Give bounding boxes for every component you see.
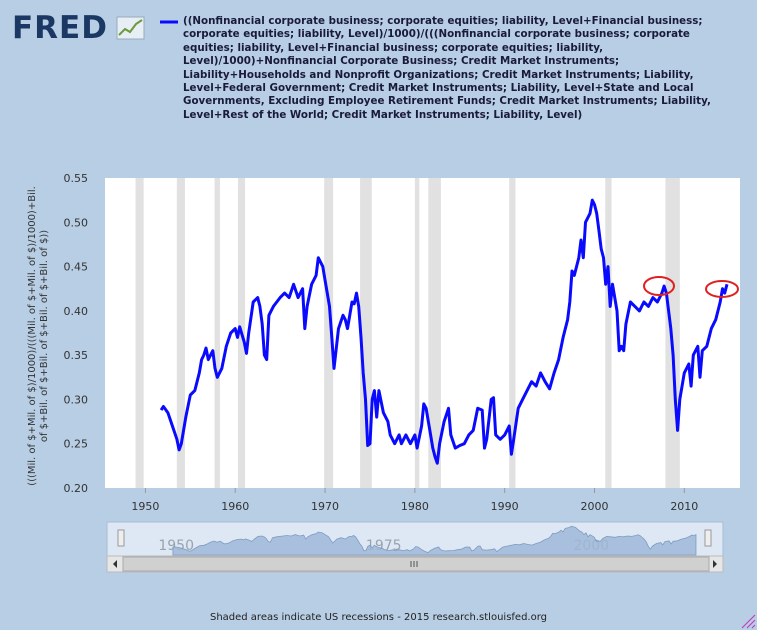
- y-tick-label: 0.35: [64, 349, 89, 362]
- navigator-handle[interactable]: [117, 529, 125, 547]
- x-tick-label: 2000: [580, 500, 608, 513]
- recession-band: [324, 178, 334, 488]
- y-tick-label: 0.30: [64, 393, 89, 406]
- recession-band: [214, 178, 220, 488]
- navigator-area: [172, 525, 697, 556]
- x-tick-label: 2010: [670, 500, 698, 513]
- recession-band: [414, 178, 420, 488]
- x-tick-label: 1950: [131, 500, 159, 513]
- x-tick-label: 1960: [221, 500, 249, 513]
- x-tick-label: 1970: [311, 500, 339, 513]
- data-line: [159, 198, 729, 465]
- scroll-right[interactable]: [713, 560, 717, 568]
- navigator-handle[interactable]: [704, 529, 712, 547]
- recession-band: [605, 178, 612, 488]
- y-tick-label: 0.45: [64, 261, 89, 274]
- highlight-circle: [643, 276, 675, 296]
- recession-band: [360, 178, 372, 488]
- plot-area: [105, 178, 740, 488]
- logo-icon: [116, 16, 145, 40]
- recession-band: [176, 178, 185, 488]
- highlight-circle: [705, 280, 739, 298]
- y-tick-label: 0.20: [64, 482, 89, 495]
- x-tick-label: 1980: [401, 500, 429, 513]
- recession-band: [428, 178, 441, 488]
- recession-band: [509, 178, 516, 488]
- logo: FRED: [12, 10, 108, 46]
- resize-grip: [741, 614, 756, 629]
- y-tick-label: 0.55: [64, 172, 89, 185]
- y-tick-label: 0.40: [64, 305, 89, 318]
- scrollbar-thumb[interactable]: [122, 556, 710, 572]
- y-tick-label: 0.25: [64, 438, 89, 451]
- footer: Shaded areas indicate US recessions - 20…: [209, 612, 548, 623]
- legend-entry: ((Nonfinancial corporate business; corpo…: [183, 15, 711, 121]
- x-tick-label: 1990: [491, 500, 519, 513]
- scrollbar-grip: [410, 561, 418, 567]
- recession-band: [135, 178, 144, 488]
- scroll-left[interactable]: [113, 560, 117, 568]
- y-tick-label: 0.50: [64, 216, 89, 229]
